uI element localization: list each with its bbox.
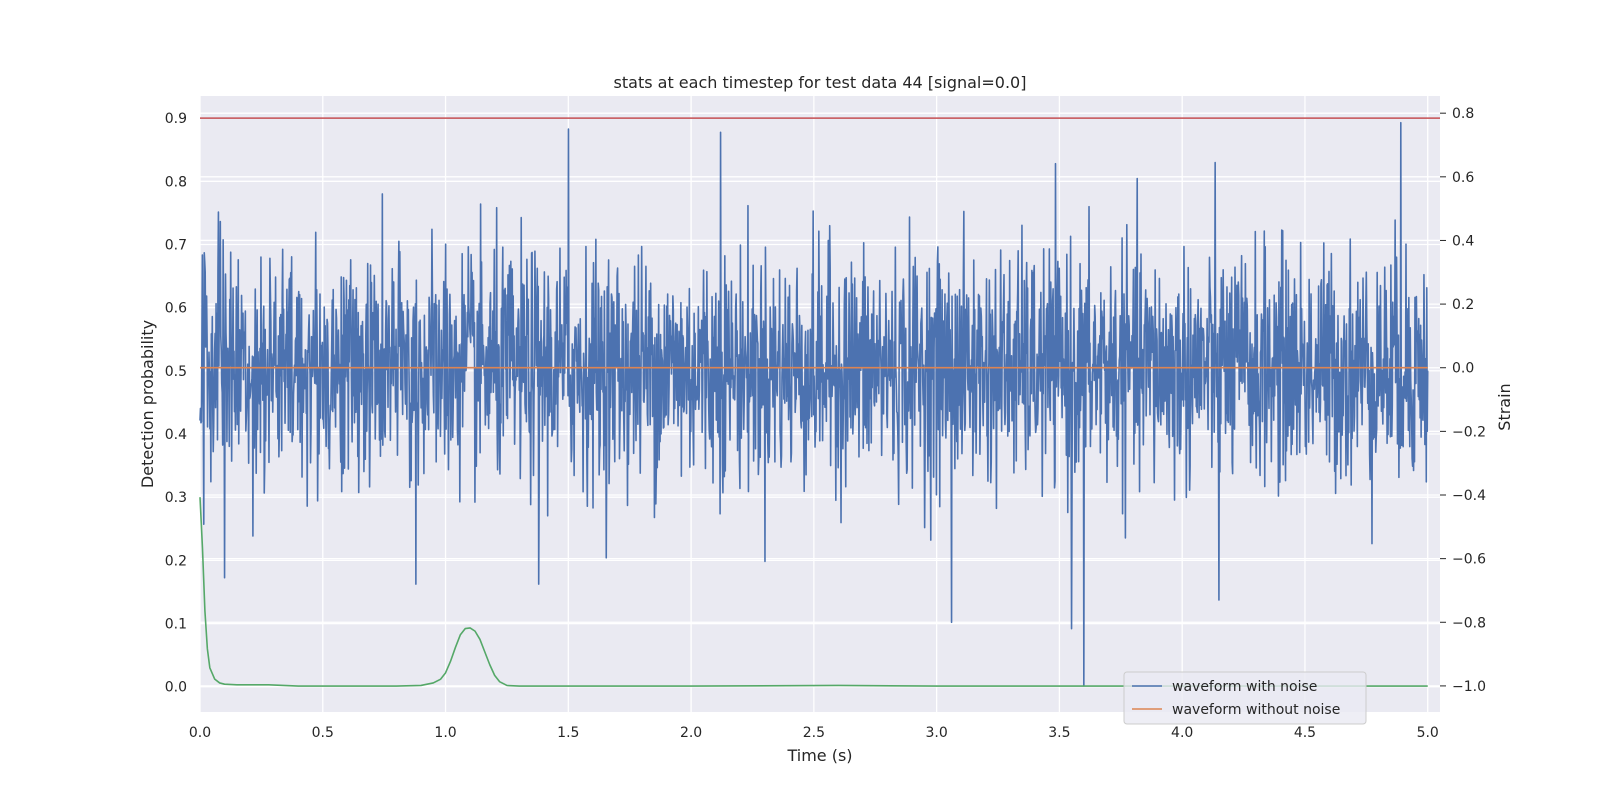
y2-tick-label: −0.6 bbox=[1452, 552, 1486, 568]
x-tick-label: 0.5 bbox=[312, 725, 334, 741]
legend-label-clean: waveform without noise bbox=[1172, 702, 1340, 718]
ticks-layer: 0.0 0.5 1.0 1.5 2.0 2.5 3.0 3.5 4.0 4.5 5.0 0.0 0.1 0… bbox=[165, 106, 1486, 741]
legend-label-noise: waveform with noise bbox=[1172, 679, 1317, 695]
series-detection-probability bbox=[199, 497, 1428, 687]
x-tick-label: 4.5 bbox=[1294, 725, 1316, 741]
x-tick-label: 4.0 bbox=[1171, 725, 1193, 741]
y2-tick-label: −0.4 bbox=[1452, 488, 1486, 504]
y2-tick-label: −0.8 bbox=[1452, 615, 1486, 631]
y2-tick-label: 0.2 bbox=[1452, 297, 1474, 313]
x-tick-label: 1.5 bbox=[557, 725, 579, 741]
x-tick-label: 1.0 bbox=[434, 725, 456, 741]
y-tick-label: 0.6 bbox=[165, 301, 187, 317]
y-tick-label: 0.8 bbox=[165, 174, 187, 190]
x-tick-label: 0.0 bbox=[189, 725, 211, 741]
y-tick-label: 0.2 bbox=[165, 553, 187, 569]
x-tick-label: 2.0 bbox=[680, 725, 702, 741]
y2-tick-label: 0.4 bbox=[1452, 233, 1474, 249]
y-tick-label: 0.4 bbox=[165, 427, 187, 443]
series-layer bbox=[199, 117, 1440, 687]
y2-tick-label: −0.2 bbox=[1452, 424, 1486, 440]
x-tick-label: 3.5 bbox=[1048, 725, 1070, 741]
y-tick-label: 0.3 bbox=[165, 490, 187, 506]
y-tick-label: 0.9 bbox=[165, 111, 187, 127]
x-tick-label: 3.0 bbox=[926, 725, 948, 741]
series-waveform-with-noise bbox=[199, 121, 1429, 687]
y-tick-label: 0.7 bbox=[165, 237, 187, 253]
y-tick-label: 0.0 bbox=[165, 680, 187, 696]
legend-box bbox=[1123, 671, 1367, 725]
y2-tick-label: −1.0 bbox=[1452, 679, 1486, 695]
x-tick-label: 2.5 bbox=[803, 725, 825, 741]
y-tick-label: 0.5 bbox=[165, 364, 187, 380]
y2-tick-label: 0.6 bbox=[1452, 170, 1474, 186]
y-tick-label: 0.1 bbox=[165, 617, 187, 633]
chart-title: stats at each timestep for test data 44 … bbox=[614, 73, 1027, 92]
y-axis-label: Detection probability bbox=[138, 320, 157, 488]
y2-tick-label: 0.8 bbox=[1452, 106, 1474, 122]
y2-tick-label: 0.0 bbox=[1452, 361, 1474, 377]
y2-axis-label: Strain bbox=[1495, 383, 1514, 430]
legend: waveform with noise waveform without noi… bbox=[1123, 671, 1367, 725]
x-axis-label: Time (s) bbox=[786, 746, 852, 765]
x-tick-label: 5.0 bbox=[1417, 725, 1439, 741]
